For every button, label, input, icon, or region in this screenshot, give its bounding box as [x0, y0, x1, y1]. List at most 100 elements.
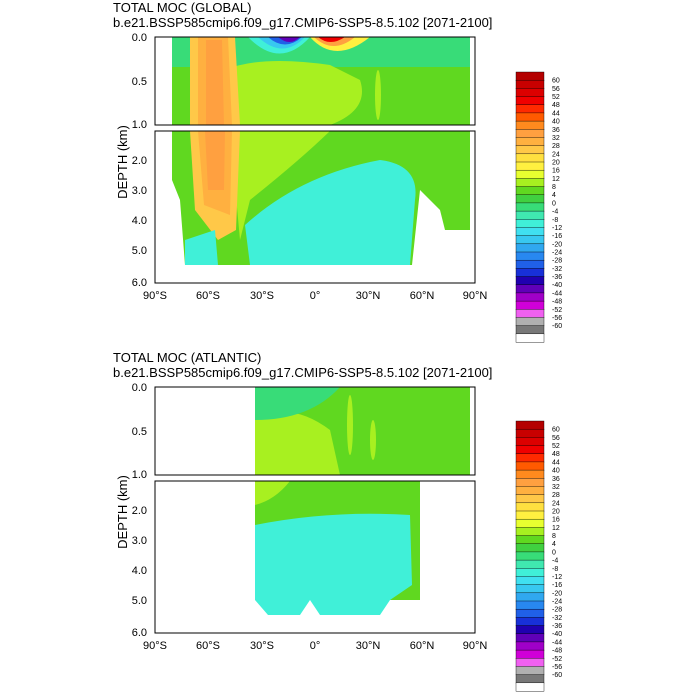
colorbar-swatch [515, 243, 545, 253]
colorbar-label: -48 [552, 299, 562, 306]
colorbar-swatch [515, 317, 545, 327]
colorbar-swatch [515, 104, 545, 114]
colorbar-label: 60 [552, 427, 560, 434]
colorbar-swatch [515, 120, 545, 130]
atlantic-lower-frame [154, 480, 476, 634]
colorbar-swatch [515, 235, 545, 245]
colorbar-swatch [515, 227, 545, 237]
global-xtick: 60°S [196, 290, 220, 302]
global-lower-field [155, 131, 475, 283]
atlantic-xtick: 90°N [463, 640, 488, 652]
atlantic-ylabel: DEPTH (km) [115, 475, 130, 549]
colorbar-swatch [515, 617, 545, 627]
colorbar-swatch [515, 333, 545, 343]
colorbar-swatch [515, 682, 545, 692]
atlantic-upper-frame [154, 386, 476, 476]
colorbar-swatch [515, 559, 545, 569]
colorbar-label: 0 [552, 200, 556, 207]
colorbar-swatch [515, 186, 545, 196]
atlantic-ytick: 6.0 [132, 627, 147, 639]
colorbar-swatch [515, 96, 545, 106]
colorbar-label: 48 [552, 451, 560, 458]
atlantic-ytick: 0.0 [132, 382, 147, 394]
colorbar-swatch [515, 178, 545, 188]
colorbar-swatch [515, 161, 545, 171]
colorbar-swatch [515, 494, 545, 504]
colorbar-label: 8 [552, 533, 556, 540]
colorbar-swatch [515, 600, 545, 610]
colorbar-swatch [515, 535, 545, 545]
colorbar-label: -8 [552, 566, 558, 573]
colorbar-label: 32 [552, 135, 560, 142]
colorbar-swatch [515, 502, 545, 512]
colorbar-swatch [515, 251, 545, 261]
global-ytick: 5.0 [132, 245, 147, 257]
colorbar-label: -16 [552, 233, 562, 240]
colorbar-label: 44 [552, 110, 560, 117]
global-colorbar: 60565248444036322824201612840-4-8-12-16-… [515, 71, 562, 343]
global-x-ticks: 90°S 60°S 30°S 0° 30°N 60°N 90°N [143, 290, 487, 302]
colorbar-swatch [515, 420, 545, 430]
colorbar-label: 60 [552, 78, 560, 85]
colorbar-label: -20 [552, 241, 562, 248]
global-ytick: 6.0 [132, 277, 147, 289]
colorbar-swatch [515, 674, 545, 684]
colorbar-swatch [515, 518, 545, 528]
global-ylabel: DEPTH (km) [115, 125, 130, 199]
colorbar-swatch [515, 625, 545, 635]
global-xtick: 30°N [356, 290, 381, 302]
atlantic-ytick: 0.5 [132, 426, 147, 438]
colorbar-swatch [515, 666, 545, 676]
colorbar-label: -8 [552, 217, 558, 224]
colorbar-swatch [515, 88, 545, 98]
atlantic-lower-field [155, 481, 475, 633]
colorbar-label: 40 [552, 468, 560, 475]
colorbar-label: -16 [552, 582, 562, 589]
colorbar-label: 24 [552, 500, 560, 507]
global-title: TOTAL MOC (GLOBAL) [113, 0, 251, 15]
colorbar-label: -28 [552, 607, 562, 614]
atlantic-moc-chart: TOTAL MOC (ATLANTIC) b.e21.BSSP585cmip6.… [113, 350, 562, 692]
colorbar-swatch [515, 633, 545, 643]
colorbar-swatch [515, 437, 545, 447]
colorbar-swatch [515, 453, 545, 463]
atlantic-x-ticks: 90°S 60°S 30°S 0° 30°N 60°N 90°N [143, 640, 487, 652]
colorbar-swatch [515, 325, 545, 335]
colorbar-swatch [515, 169, 545, 179]
atlantic-xtick: 90°S [143, 640, 167, 652]
colorbar-swatch [515, 129, 545, 138]
global-y-ticks: 0.0 0.5 1.0 2.0 3.0 4.0 5.0 6.0 [132, 32, 147, 289]
global-xtick: 30°S [250, 290, 274, 302]
colorbar-swatch [515, 461, 545, 471]
colorbar-swatch [515, 649, 545, 659]
colorbar-label: 44 [552, 459, 560, 466]
atlantic-xtick: 60°N [410, 640, 435, 652]
atlantic-upper-field [155, 387, 475, 475]
colorbar-label: -20 [552, 590, 562, 597]
colorbar-label: -56 [552, 664, 562, 671]
atlantic-xtick: 30°S [250, 640, 274, 652]
colorbar-label: -32 [552, 615, 562, 622]
colorbar-label: -52 [552, 307, 562, 314]
colorbar-swatch [515, 469, 545, 479]
global-ytick: 4.0 [132, 215, 147, 227]
colorbar-label: -40 [552, 282, 562, 289]
colorbar-label: -44 [552, 290, 562, 297]
colorbar-swatch [515, 445, 545, 455]
colorbar-swatch [515, 259, 545, 269]
global-lower-frame [154, 130, 476, 284]
colorbar-label: 20 [552, 160, 560, 167]
colorbar-label: 16 [552, 168, 560, 175]
colorbar-swatch [515, 608, 545, 618]
global-moc-chart: TOTAL MOC (GLOBAL) b.e21.BSSP585cmip6.f0… [113, 0, 562, 343]
colorbar-swatch [515, 276, 545, 286]
atlantic-colorbar: 60565248444036322824201612840-4-8-12-16-… [515, 420, 562, 692]
global-upper-field [155, 37, 475, 125]
global-ytick: 1.0 [132, 119, 147, 131]
atlantic-ytick: 3.0 [132, 535, 147, 547]
colorbar-label: -56 [552, 315, 562, 322]
colorbar-label: 8 [552, 184, 556, 191]
colorbar-label: 20 [552, 509, 560, 516]
colorbar-swatch [515, 658, 545, 667]
colorbar-swatch [515, 300, 545, 310]
